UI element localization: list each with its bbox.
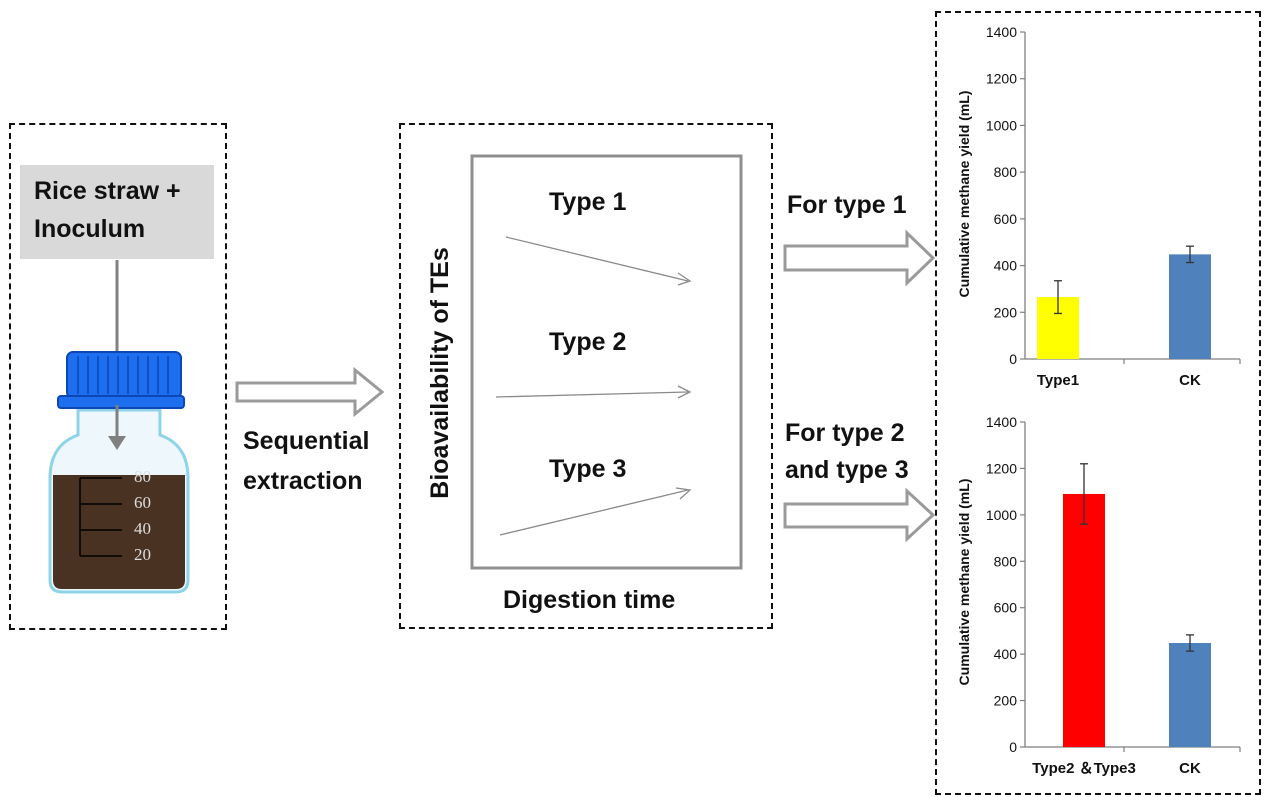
type1-label: Type 1 [549, 188, 627, 216]
input-label-box [20, 165, 214, 259]
chart2-bar-type2-type3 [1063, 493, 1105, 747]
chart1-ytick-label: 1000 [986, 117, 1017, 133]
chart1-ytick-label: 0 [1009, 351, 1017, 367]
input-label-line1: Rice straw + [34, 177, 181, 205]
type2-3-arrow [783, 487, 936, 543]
type3-label: Type 3 [549, 455, 627, 483]
bioavailability-panel [399, 123, 773, 629]
chart2-ytick-label: 1000 [986, 507, 1017, 523]
chart1-bar-ck [1169, 254, 1211, 359]
digestion-time-label: Digestion time [503, 586, 676, 614]
chart2-ytick-label: 200 [994, 693, 1018, 709]
chart2-ytick-label: 0 [1009, 739, 1017, 755]
bioavailability-plot-frame [470, 154, 743, 570]
chart2-category-label-ck: CK [1179, 760, 1201, 777]
chart2-ytick-label: 800 [994, 553, 1018, 569]
sequential-extraction-arrow [235, 366, 385, 418]
type2-label: Type 2 [549, 328, 627, 356]
chart1-category-label-type1: Type1 [1037, 372, 1079, 389]
type3-trend-line [499, 489, 689, 536]
input-panel [9, 123, 227, 630]
chart2-bar-ck [1169, 643, 1211, 747]
for-type2-line2: and type 3 [785, 456, 909, 484]
chart2-ytick-label: 1400 [986, 414, 1017, 430]
type1-trend-line [505, 236, 689, 282]
chart2-ytick-label: 1200 [986, 460, 1017, 476]
chart1-ytick-label: 1200 [986, 71, 1017, 87]
sequential-extraction-line2: extraction [243, 467, 363, 495]
sequential-extraction-line1: Sequential [243, 427, 370, 455]
bioavailability-y-label: Bioavailability of TEs [426, 247, 454, 499]
results-panel [935, 11, 1261, 795]
chart1-ytick-label: 400 [994, 258, 1018, 274]
bottle-tick-20: 20 [134, 545, 151, 564]
bottle-icon [48, 351, 190, 594]
chart1-category-label-ck: CK [1179, 372, 1201, 389]
chart1-ytick-label: 200 [994, 304, 1018, 320]
bottle-tick-60: 60 [134, 493, 151, 512]
chart2-ylabel: Cumulative methane yield (mL) [956, 478, 972, 686]
bottle-tick-40: 40 [134, 519, 151, 538]
chart2-ytick-label: 600 [994, 600, 1018, 616]
input-label-line2: Inoculum [34, 215, 146, 243]
for-type2-line1: For type 2 [785, 419, 905, 447]
chart1-ylabel: Cumulative methane yield (mL) [956, 90, 972, 298]
chart2-category-label-type2-type3: Type2 ＆Type3 [1032, 760, 1136, 777]
chart1-ytick-label: 800 [994, 164, 1018, 180]
bottle-tick-80: 80 [134, 467, 151, 486]
type1-arrow [783, 229, 936, 287]
chart2-ytick-label: 400 [994, 646, 1018, 662]
type2-trend-line [495, 391, 689, 398]
chart1-ytick-label: 600 [994, 211, 1018, 227]
chart1-ytick-label: 1400 [986, 24, 1017, 40]
for-type1-label: For type 1 [787, 191, 907, 219]
